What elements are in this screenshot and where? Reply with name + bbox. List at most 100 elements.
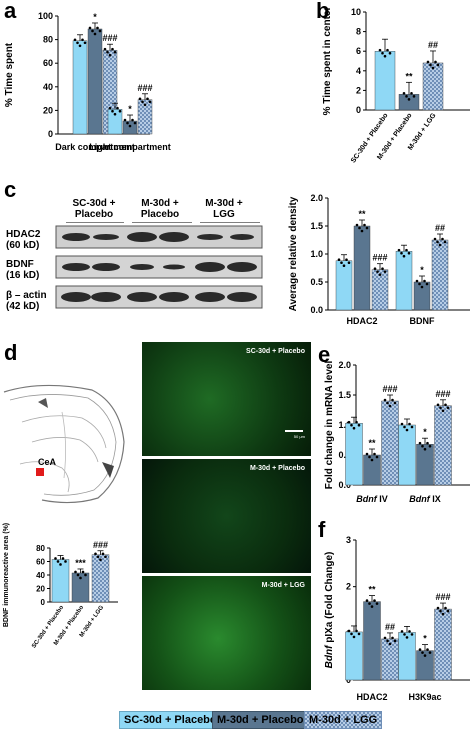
blot-lane-label-m: M-30d + Placebo — [140, 198, 180, 220]
e-point — [421, 444, 424, 448]
a-point — [116, 106, 119, 110]
b-point — [388, 51, 392, 55]
a-ytick-label: 40 — [43, 82, 53, 92]
a-point — [91, 29, 94, 33]
f-point — [347, 629, 351, 633]
b-bar — [422, 62, 444, 111]
a-point — [131, 118, 134, 122]
d-ytick-label: 0 — [41, 598, 46, 607]
c-point — [355, 223, 359, 227]
chart-a: 0 20 40 60 80 100 % Time spent * ### Dark compart… — [4, 11, 171, 152]
b-point — [402, 92, 406, 95]
e-point — [403, 425, 406, 429]
a-point — [96, 26, 99, 30]
e-sig: * — [423, 427, 427, 437]
b-sig: ** — [405, 71, 413, 81]
c-point — [345, 258, 348, 262]
d-point — [101, 552, 105, 556]
a-bar — [87, 28, 103, 135]
f-point — [408, 630, 411, 633]
d-point — [99, 558, 102, 562]
e-point — [408, 422, 411, 426]
a-ytick-label: 80 — [43, 35, 53, 45]
panel-label-d: d — [4, 340, 18, 365]
blot-lane-label-lgg: M-30d + LGG — [205, 198, 243, 220]
cea-label: CeA — [38, 457, 57, 467]
f-xtick-label: H3K9ac — [408, 692, 441, 702]
e-ytick-label: 1.5 — [338, 390, 351, 400]
a-xtick-label: Dark compartment — [55, 142, 135, 152]
f-point — [373, 599, 376, 602]
b-bar — [398, 94, 420, 111]
b-point — [405, 95, 408, 98]
f-bar — [434, 608, 452, 681]
a-point — [113, 112, 117, 116]
c-point — [420, 285, 424, 289]
f-point — [386, 639, 389, 643]
f-sig: ** — [368, 585, 376, 595]
f-point — [391, 636, 394, 640]
f-point — [403, 633, 406, 636]
e-point — [352, 426, 356, 430]
e-point — [446, 406, 450, 410]
d-bar — [91, 554, 110, 603]
d-point — [56, 560, 60, 563]
c-point — [363, 223, 366, 227]
a-point — [141, 100, 144, 104]
panel-label-a: a — [4, 0, 17, 23]
e-sig: ** — [368, 438, 376, 448]
b-ytick-label: 4 — [356, 66, 361, 76]
a-sig: * — [93, 12, 97, 22]
f-point — [393, 639, 397, 643]
c-point — [347, 261, 351, 265]
f-point — [355, 629, 358, 633]
f-bar — [398, 632, 416, 681]
c-bar — [353, 225, 371, 311]
b-point — [436, 63, 440, 67]
e-point — [357, 423, 361, 427]
e-xtick-label: Bdnf IX — [409, 494, 441, 504]
a-point — [138, 97, 142, 101]
b-point — [429, 63, 432, 67]
c-sig: ** — [358, 209, 366, 219]
a-point — [103, 47, 107, 51]
a-point — [78, 44, 82, 48]
f-sig: * — [423, 634, 427, 644]
c-point — [373, 267, 377, 270]
a-ytick-label: 0 — [48, 129, 53, 139]
f-sig: ### — [435, 592, 450, 602]
a-point — [98, 29, 102, 33]
micrograph-lgg: M-30d + LGG — [142, 576, 311, 690]
c-ytick-label: 2.0 — [310, 193, 323, 203]
c-point — [381, 267, 384, 270]
a-point — [118, 109, 122, 113]
e-bar — [434, 405, 452, 486]
legend-item-m: M-30d + Placebo — [212, 711, 309, 729]
a-xtick-label: Light compartment — [89, 142, 171, 152]
b-sig: ## — [428, 40, 438, 50]
chart-f: 0123Bdnf pIXa (Fold Change)**##HDAC2*###… — [324, 535, 470, 702]
blot-row-label-hdac2: HDAC2 (60 kD) — [6, 229, 41, 251]
e-point — [386, 401, 389, 405]
a-bar — [72, 40, 88, 135]
c-point — [436, 240, 439, 244]
e-point — [439, 406, 442, 410]
c-point — [418, 282, 421, 286]
f-point — [368, 602, 371, 605]
legend-item-lgg: M-30d + LGG — [304, 711, 383, 729]
a-point — [108, 53, 112, 57]
c-bar — [431, 239, 449, 311]
f-ytick-label: 2 — [346, 582, 351, 592]
e-point — [391, 398, 394, 402]
f-point — [388, 642, 392, 646]
f-point — [370, 605, 374, 608]
c-sig: ### — [372, 253, 387, 263]
f-bar — [345, 631, 363, 681]
d-point — [54, 557, 57, 560]
a-point — [81, 38, 84, 42]
a-sig: ### — [102, 33, 117, 43]
d-point — [74, 570, 77, 574]
f-point — [400, 630, 404, 633]
a-sig: * — [128, 104, 132, 114]
blot-lane-label-sc: SC-30d + Placebo — [72, 198, 116, 220]
